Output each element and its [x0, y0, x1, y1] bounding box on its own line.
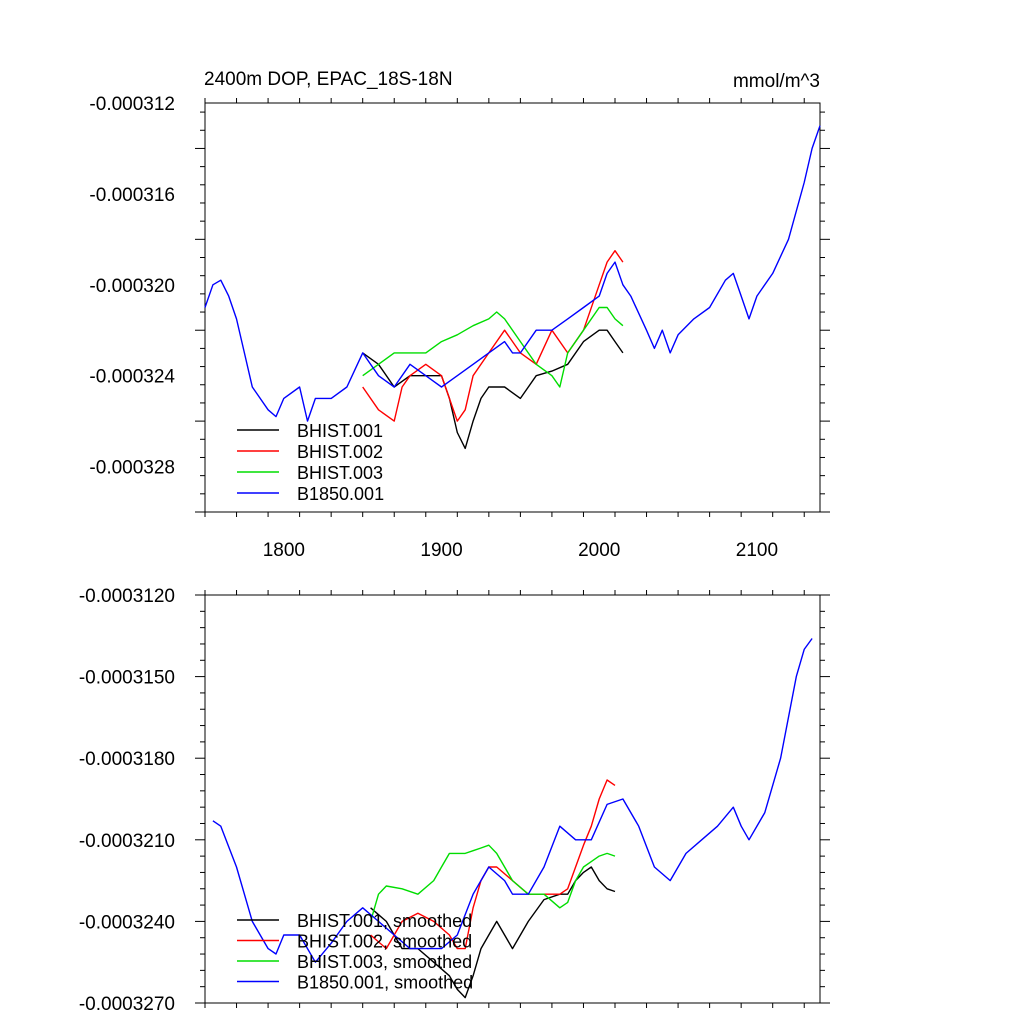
- legend-label: BHIST.002, smoothed: [297, 932, 472, 952]
- y-tick-label: -0.000328: [89, 458, 175, 479]
- legend-label: BHIST.001: [297, 421, 383, 441]
- y-tick-label: -0.000320: [89, 276, 175, 297]
- y-tick-label: -0.0003240: [79, 912, 175, 933]
- y-tick-label: -0.0003180: [79, 749, 175, 770]
- series-line: [369, 844, 616, 922]
- y-tick-label: -0.0003210: [79, 831, 175, 852]
- chart-title-left: 2400m DOP, EPAC_18S-18N: [204, 69, 453, 90]
- series-line: [362, 329, 624, 450]
- legend-label: BHIST.003, smoothed: [297, 952, 472, 972]
- legend-label: BHIST.001, smoothed: [297, 911, 472, 931]
- bottom-panel-smoothed: -0.0003120 -0.0003150 -0.0003180 -0.0003210…: [79, 586, 830, 1015]
- legend-label: B1850.001: [297, 484, 384, 504]
- series-line: [370, 866, 616, 999]
- x-tick-label: 1900: [420, 540, 462, 561]
- y-tick-label: -0.0003150: [79, 668, 175, 689]
- y-tick-label: -0.000312: [89, 94, 175, 115]
- plot-frame: [204, 594, 821, 1004]
- series-line: [212, 638, 813, 963]
- series-line: [370, 779, 616, 950]
- y-tick-label: -0.000316: [89, 185, 175, 206]
- y-tick-label: -0.0003120: [79, 586, 175, 607]
- y-tick-label: -0.000324: [89, 367, 175, 388]
- chart-units-label: mmol/m^3: [733, 71, 820, 92]
- top-panel-raw: 1800 1900 2000 2100 -0.000312 -0.000316 -0.000…: [89, 94, 830, 561]
- series-line: [204, 125, 821, 422]
- series-line: [362, 249, 624, 422]
- x-tick-label: 2000: [578, 540, 620, 561]
- legend-label: BHIST.003: [297, 463, 383, 483]
- legend-label: BHIST.002: [297, 442, 383, 462]
- y-tick-label: -0.0003270: [79, 994, 175, 1015]
- x-tick-label: 2100: [736, 540, 778, 561]
- legend-label: B1850.001, smoothed: [297, 973, 473, 993]
- x-tick-label: 1800: [263, 540, 305, 561]
- series-line: [362, 306, 624, 388]
